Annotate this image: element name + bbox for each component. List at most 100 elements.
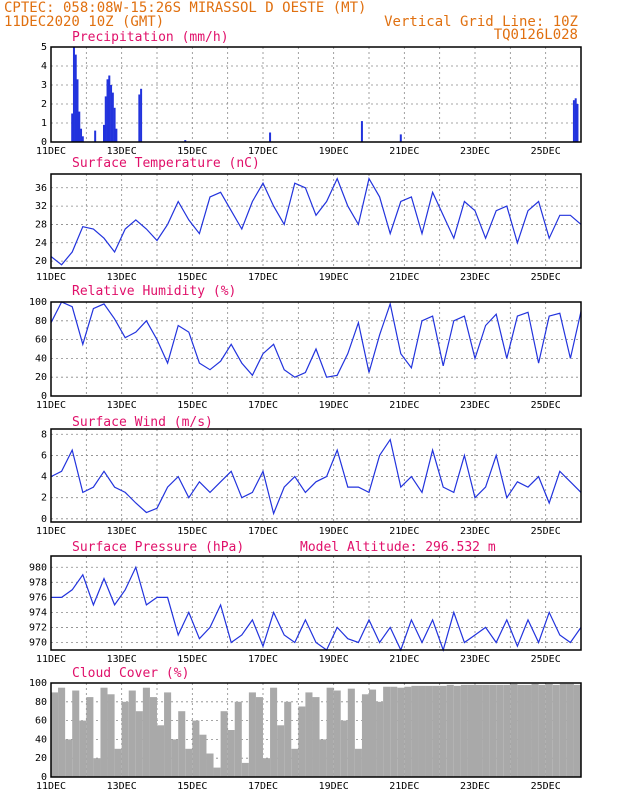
y-tick-label: 20: [35, 753, 47, 764]
wind-title: Surface Wind (m/s): [72, 415, 213, 430]
y-tick-label: 0: [41, 514, 47, 525]
cloud-bar: [432, 685, 440, 777]
y-tick-label: 978: [29, 577, 47, 588]
y-tick-label: 2: [41, 99, 47, 110]
panel-0: 0 1 2 3 4 5 11DEC 13DEC 15DEC 17DEC 19DEC 21DEC 23DE…: [36, 42, 582, 157]
y-tick-label: 4: [41, 61, 47, 72]
cloud-bar: [531, 683, 539, 777]
y-tick-label: 976: [29, 592, 47, 603]
x-tick-label: 25DEC: [531, 272, 561, 283]
cloud-bar: [51, 692, 59, 777]
x-tick-label: 13DEC: [107, 400, 137, 411]
cloud-bar: [65, 739, 73, 777]
x-tick-label: 21DEC: [389, 654, 419, 665]
precip-bar: [113, 107, 116, 142]
panel-frame: [50, 301, 582, 397]
cloud-bar: [390, 686, 398, 777]
header-station: CPTEC: 058:08W-15:26S MIRASSOL D OESTE (…: [4, 0, 366, 16]
cloud-bar: [411, 685, 419, 777]
x-tick-label: 25DEC: [531, 781, 561, 792]
precip-bar: [111, 92, 114, 142]
y-tick-label: 6: [41, 450, 47, 461]
x-tick-label: 13DEC: [107, 654, 137, 665]
x-tick-label: 21DEC: [389, 781, 419, 792]
y-tick-label: 40: [35, 353, 47, 364]
x-tick-label: 19DEC: [319, 526, 349, 537]
x-tick-label: 19DEC: [319, 781, 349, 792]
y-tick-label: 24: [35, 238, 47, 249]
cloud-bar: [58, 687, 66, 777]
precip-bar: [103, 124, 105, 142]
cloud-bar: [404, 686, 412, 777]
cloud-bar: [475, 684, 483, 777]
x-tick-label: 25DEC: [531, 654, 561, 665]
y-tick-label: 80: [35, 697, 47, 708]
cloud-bar: [171, 739, 179, 777]
x-tick-label: 15DEC: [177, 526, 207, 537]
cloud-bar: [552, 684, 560, 777]
precip-bar: [576, 104, 579, 142]
y-tick-label: 974: [29, 607, 47, 618]
cloud-bar: [270, 687, 278, 777]
y-tick-label: 80: [35, 316, 47, 327]
panel-frame: [50, 428, 582, 523]
x-tick-label: 15DEC: [177, 272, 207, 283]
cloud-bar: [347, 688, 355, 777]
cloud-bar: [298, 706, 306, 777]
x-tick-label: 13DEC: [107, 781, 137, 792]
x-tick-label: 21DEC: [389, 526, 419, 537]
precip-bar: [78, 111, 81, 142]
x-tick-label: 23DEC: [460, 272, 490, 283]
cloud-bar: [199, 734, 207, 777]
precip-bar: [572, 100, 575, 142]
y-tick-label: 4: [41, 472, 47, 483]
cloud-bar: [566, 683, 574, 777]
cloud-bar: [545, 683, 553, 777]
cloud-bar: [425, 685, 433, 777]
x-tick-label: 25DEC: [531, 526, 561, 537]
cloud-bar: [220, 711, 228, 777]
x-tick-label: 23DEC: [460, 781, 490, 792]
cloud-bar: [248, 692, 256, 777]
cloud-bar: [277, 725, 285, 777]
x-tick-label: 23DEC: [460, 654, 490, 665]
model-altitude-label: Model Altitude: 296.532 m: [300, 540, 496, 555]
y-tick-label: 970: [29, 637, 47, 648]
cloud-bar: [291, 748, 299, 777]
x-tick-label: 11DEC: [36, 272, 66, 283]
cloud-bar: [135, 711, 143, 777]
cloud-bar: [72, 690, 80, 777]
precip-bar: [106, 79, 109, 142]
x-tick-label: 25DEC: [531, 146, 561, 157]
x-tick-label: 23DEC: [460, 146, 490, 157]
cloud-bar: [86, 697, 94, 777]
cloud-bar: [326, 687, 334, 777]
cloud-bar: [142, 687, 150, 777]
pressure-title: Surface Pressure (hPa): [72, 540, 244, 555]
precip-bar: [138, 94, 141, 142]
y-tick-label: 5: [41, 42, 47, 53]
cloud-bar: [227, 730, 235, 777]
y-tick-label: 100: [29, 297, 47, 308]
cloud-bar: [107, 694, 115, 777]
precip-bar: [76, 79, 79, 142]
x-tick-label: 17DEC: [248, 272, 278, 283]
x-tick-label: 17DEC: [248, 781, 278, 792]
precip-bar: [269, 132, 272, 142]
x-tick-label: 13DEC: [107, 272, 137, 283]
panel-4: 970 972 974 976 978 980 11DEC 13DEC 15DEC 17DEC 19…: [29, 555, 582, 665]
cloud-bar: [114, 748, 122, 777]
y-tick-label: 0: [41, 772, 47, 783]
panel-3: 0 2 4 6 8 11DEC 13DEC 15DEC 17DEC 19DEC 21DEC 23DEC…: [36, 428, 582, 537]
y-tick-label: 20: [35, 372, 47, 383]
precip-bar: [110, 85, 113, 142]
cloud-bar: [178, 711, 186, 777]
y-tick-label: 60: [35, 716, 47, 727]
panel-frame: [50, 173, 582, 269]
x-tick-label: 15DEC: [177, 781, 207, 792]
y-tick-label: 28: [35, 219, 47, 230]
cloud-bar: [157, 725, 165, 777]
cloud-bar: [164, 692, 172, 777]
cloud-bar: [128, 690, 136, 777]
